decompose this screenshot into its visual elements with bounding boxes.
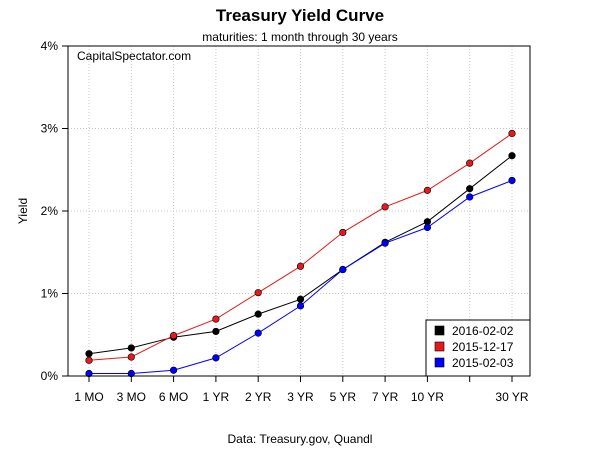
x-axis-title: Data: Treasury.gov, Quandl [228, 432, 373, 446]
data-point [254, 310, 262, 318]
data-point [339, 265, 347, 274]
series-lines [85, 129, 516, 378]
data-point [423, 223, 432, 232]
data-point [296, 302, 305, 310]
data-point [296, 262, 305, 270]
data-point [212, 354, 220, 362]
data-point [381, 203, 389, 211]
data-point [466, 185, 474, 193]
data-point [508, 176, 516, 185]
axes: 0% 1% 2% 3% 4% 1 MO 3 MO 6 MO 1 YR 2 YR 3 YR 5 YR 7 … [41, 39, 529, 404]
y-tick-label: 4% [41, 39, 59, 53]
x-tick-label: 30 YR [495, 390, 528, 404]
data-point [296, 295, 305, 303]
y-tick-label: 3% [41, 122, 59, 136]
y-tick-label: 2% [41, 204, 59, 218]
data-point [423, 186, 432, 194]
data-point [339, 228, 347, 237]
watermark-text: CapitalSpectator.com [77, 49, 191, 63]
x-tick-label: 7 YR [372, 390, 399, 404]
legend-label: 2016-02-02 [452, 324, 514, 338]
data-point [127, 369, 135, 378]
plot-frame [67, 45, 531, 377]
x-tick-label: 1 MO [74, 390, 103, 404]
chart-subtitle: maturities: 1 month through 30 years [202, 30, 397, 44]
data-point [381, 239, 389, 247]
data-point [254, 329, 262, 337]
x-tick-label: 3 MO [117, 390, 146, 404]
data-point [85, 356, 93, 364]
data-point [508, 152, 516, 160]
data-point [466, 159, 474, 167]
data-point [508, 129, 516, 138]
x-tick-label: 1 YR [203, 390, 230, 404]
legend: 2016-02-02 2015-12-17 2015-02-03 [425, 319, 531, 377]
chart-title: Treasury Yield Curve [216, 6, 384, 25]
data-point [127, 344, 135, 352]
data-point [254, 289, 262, 297]
data-point [170, 366, 178, 374]
data-point [170, 331, 178, 340]
x-tick-label: 6 MO [159, 390, 188, 404]
y-tick-label: 0% [41, 369, 59, 383]
y-axis-title: Yield [16, 198, 30, 224]
legend-label: 2015-12-17 [452, 340, 514, 354]
x-tick-label: 2 YR [245, 390, 272, 404]
data-point [127, 353, 135, 361]
x-tick-label: 10 YR [411, 390, 444, 404]
x-tick-label: 5 YR [330, 390, 357, 404]
y-tick-label: 1% [41, 287, 59, 301]
x-tick-label: 3 YR [287, 390, 314, 404]
data-point [85, 350, 93, 358]
legend-swatch [434, 325, 445, 336]
data-point [212, 315, 220, 323]
data-point [212, 327, 220, 336]
legend-swatch [434, 357, 445, 368]
legend-label: 2015-02-03 [452, 356, 514, 370]
data-point [466, 193, 474, 201]
legend-swatch [434, 341, 445, 352]
data-point [85, 369, 93, 378]
